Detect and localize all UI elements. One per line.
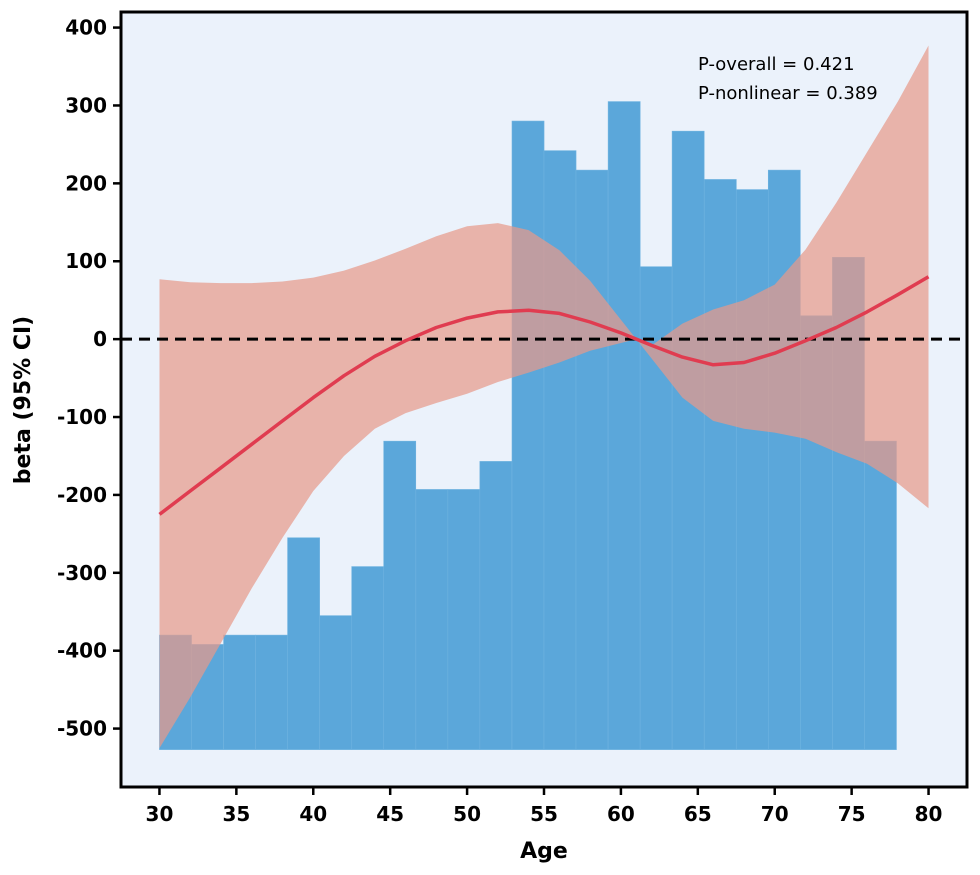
histogram-bar: [479, 461, 513, 750]
histogram-bar: [543, 150, 577, 750]
y-tick-label: -200: [57, 483, 107, 507]
x-tick-label: 40: [299, 802, 327, 826]
histogram-bar: [735, 189, 769, 750]
x-tick-label: 80: [915, 802, 943, 826]
histogram-bar: [415, 489, 449, 750]
y-tick-label: 0: [93, 327, 107, 351]
x-tick-label: 30: [146, 802, 174, 826]
x-tick-label: 50: [453, 802, 481, 826]
x-tick-label: 35: [222, 802, 250, 826]
histogram-bar: [223, 634, 256, 750]
histogram-bar: [383, 440, 417, 750]
spline-curve: [158, 275, 930, 516]
y-tick-label: -500: [57, 717, 107, 741]
histogram-bar: [351, 566, 385, 750]
histogram-bar: [703, 179, 737, 750]
annotations: P-overall = 0.421 P-nonlinear = 0.389: [698, 54, 878, 104]
histogram-bar: [319, 615, 353, 750]
y-tick-label: 100: [65, 249, 107, 273]
x-tick-label: 55: [530, 802, 558, 826]
histogram-bar: [447, 489, 481, 750]
histogram-bar: [255, 634, 288, 750]
x-tick-label: 70: [761, 802, 789, 826]
y-tick-label: 300: [65, 93, 107, 117]
x-axis-title: Age: [520, 839, 568, 864]
y-tick-label: -400: [57, 639, 107, 663]
y-axis-title: beta (95% CI): [11, 316, 36, 484]
y-tick-label: -300: [57, 561, 107, 585]
y-tick-label: -100: [57, 405, 107, 429]
histogram-bar: [671, 130, 705, 750]
histogram-bar: [287, 537, 320, 750]
histogram-bar: [575, 169, 609, 750]
y-tick-label: 200: [65, 171, 107, 195]
axes: 30 35 40 45 50 55 60 65 70 75 80 -500 -400 -300 -200 -1…: [57, 10, 969, 826]
x-tick-label: 65: [684, 802, 712, 826]
p-overall-annotation: P-overall = 0.421: [698, 54, 855, 75]
x-tick-label: 75: [838, 802, 866, 826]
x-tick-label: 60: [607, 802, 635, 826]
p-nonlinear-annotation: P-nonlinear = 0.389: [698, 83, 878, 104]
histogram-bar: [864, 440, 897, 750]
histogram-bar: [511, 120, 545, 750]
x-tick-label: 45: [376, 802, 404, 826]
histogram-bar: [607, 101, 641, 750]
histogram-bar: [767, 169, 801, 750]
y-tick-label: 400: [65, 16, 107, 40]
